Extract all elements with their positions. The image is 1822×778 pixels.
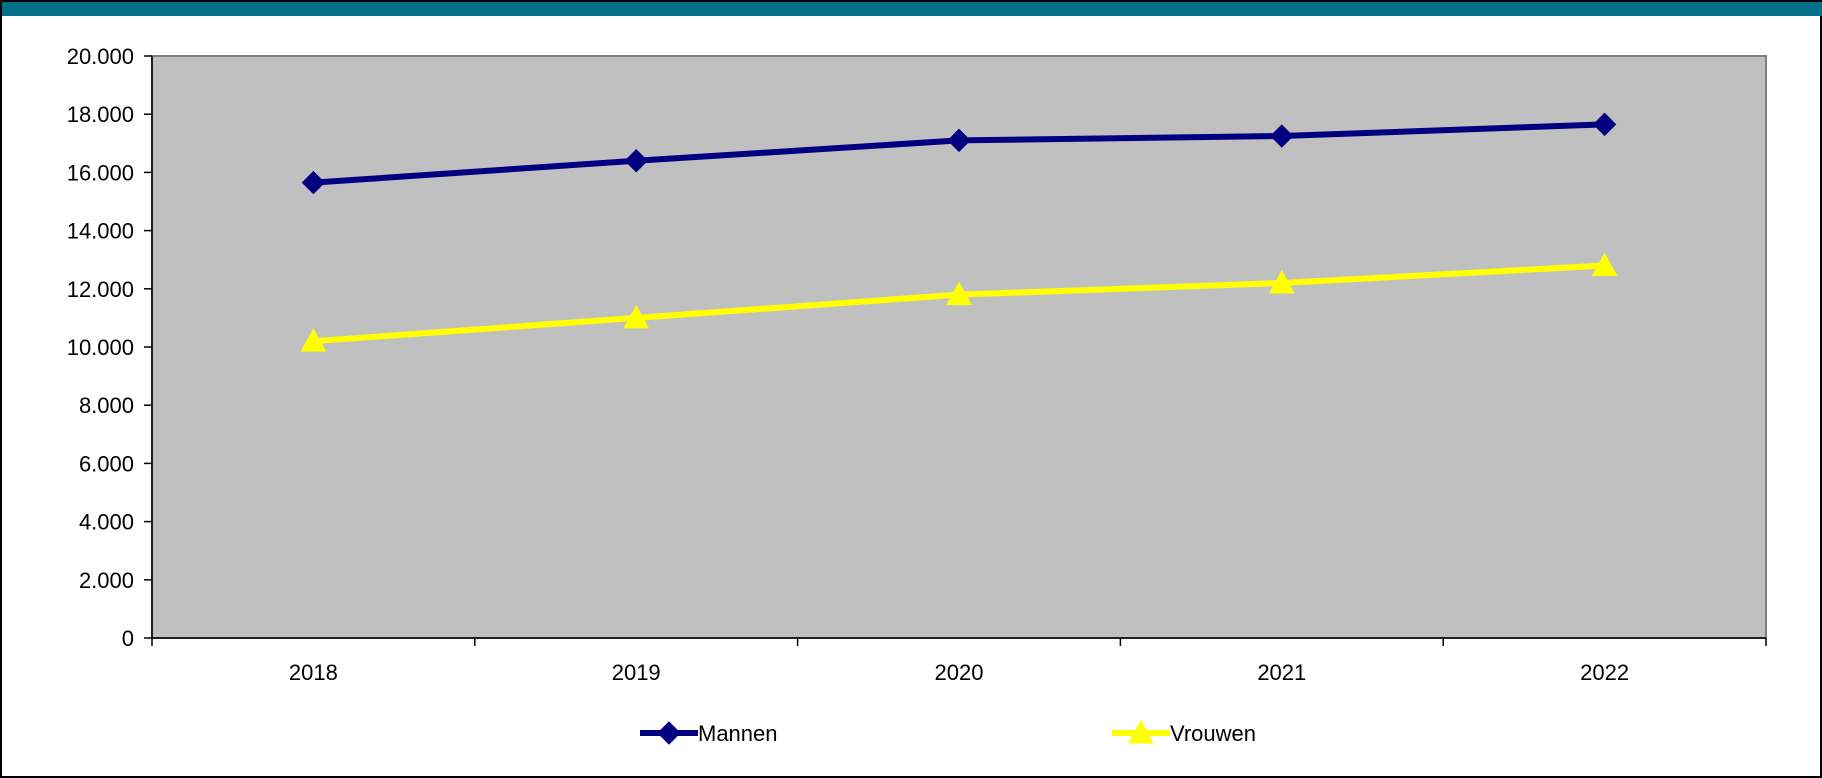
legend-marker-mannen	[657, 721, 681, 745]
y-axis: 0 2.000 4.000 6.000 8.000 10.000 12.000 14.000 1…	[67, 44, 153, 651]
x-tick-label: 2021	[1257, 660, 1306, 685]
y-tick-label: 0	[122, 626, 134, 651]
x-tick-label: 2019	[612, 660, 661, 685]
data-point-mannen	[947, 128, 971, 153]
y-tick-label: 10.000	[67, 335, 134, 360]
x-tick-label: 2020	[935, 660, 984, 685]
legend-label-mannen: Mannen	[698, 721, 778, 746]
data-point-mannen	[624, 149, 648, 173]
legend-marker-vrouwen	[1128, 719, 1154, 744]
data-point-vrouwen	[946, 281, 972, 306]
legend: Mannen Vrouwen	[640, 719, 1256, 746]
data-point-vrouwen	[1268, 269, 1295, 294]
y-tick-label: 14.000	[67, 219, 134, 244]
y-tick-label: 4.000	[79, 510, 134, 535]
legend-label-vrouwen: Vrouwen	[1170, 721, 1256, 746]
data-point-vrouwen	[623, 304, 650, 329]
x-tick-label: 2022	[1580, 660, 1629, 685]
data-point-mannen	[1270, 124, 1294, 148]
header-bar	[2, 2, 1822, 16]
y-tick-label: 16.000	[67, 160, 134, 185]
x-axis: 2018 2019 2020 2021 2022	[151, 637, 1767, 685]
data-point-mannen	[1592, 112, 1617, 137]
data-point-vrouwen	[300, 328, 327, 352]
data-point-vrouwen	[1591, 252, 1618, 277]
y-tick-label: 12.000	[67, 277, 134, 302]
data-point-mannen	[301, 170, 326, 195]
y-tick-label: 20.000	[67, 44, 134, 69]
series-layer	[300, 112, 1618, 352]
y-tick-label: 6.000	[79, 451, 134, 476]
y-tick-label: 8.000	[79, 393, 134, 418]
plot-area	[151, 55, 1767, 639]
y-tick-label: 2.000	[79, 568, 134, 593]
x-tick-label: 2018	[289, 660, 338, 685]
y-tick-label: 18.000	[67, 102, 134, 127]
